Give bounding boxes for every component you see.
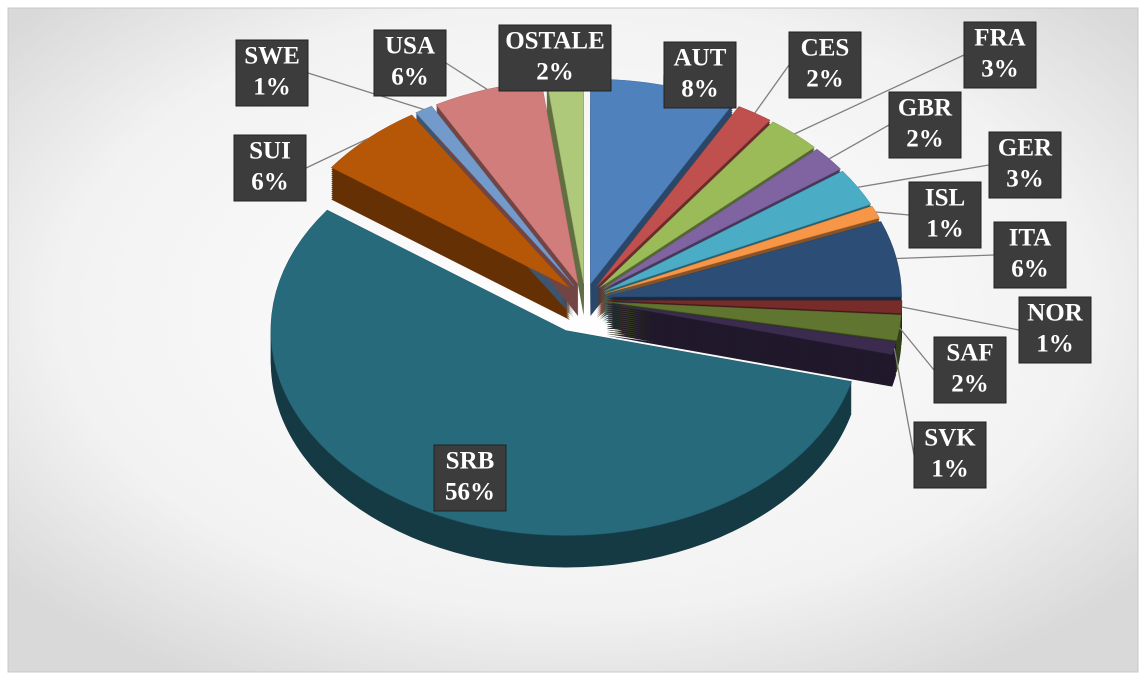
value-label: 1% <box>1036 331 1074 358</box>
category-label: ISL <box>925 185 965 212</box>
category-label: NOR <box>1027 300 1084 327</box>
category-label: ITA <box>1009 225 1052 252</box>
value-label: 3% <box>981 56 1019 83</box>
category-label: SRB <box>446 448 495 475</box>
value-label: 3% <box>1006 166 1044 193</box>
category-label: CES <box>801 35 850 62</box>
value-label: 6% <box>391 64 429 91</box>
value-label: 1% <box>926 216 964 243</box>
category-label: SWE <box>244 43 300 70</box>
value-label: 56% <box>445 479 495 506</box>
category-label: GBR <box>898 95 953 122</box>
category-label: USA <box>385 33 435 60</box>
value-label: 1% <box>931 456 969 483</box>
category-label: SUI <box>249 138 291 165</box>
value-label: 1% <box>253 74 291 101</box>
value-label: 6% <box>1011 256 1049 283</box>
category-label: SAF <box>946 340 993 367</box>
category-label: SVK <box>924 425 976 452</box>
category-label: FRA <box>974 25 1025 52</box>
value-label: 2% <box>906 126 944 153</box>
category-label: GER <box>998 135 1053 162</box>
value-label: 8% <box>681 76 719 103</box>
value-label: 2% <box>951 371 989 398</box>
category-label: AUT <box>674 45 727 72</box>
value-label: 2% <box>536 59 574 86</box>
value-label: 6% <box>251 169 289 196</box>
value-label: 2% <box>806 66 844 93</box>
category-label: OSTALE <box>505 28 605 55</box>
